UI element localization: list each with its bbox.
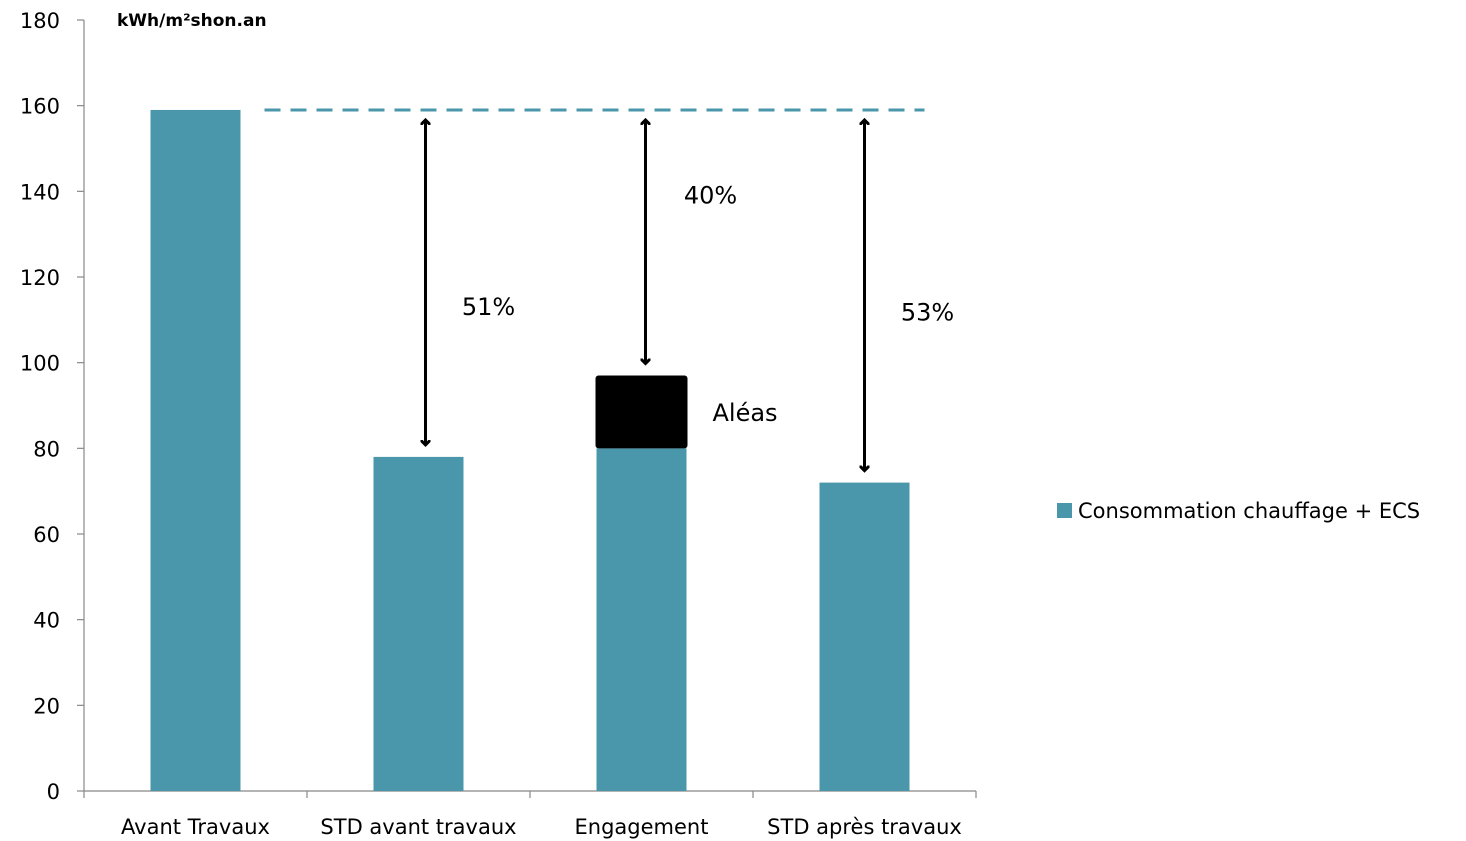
- y-tick-label: 80: [33, 437, 60, 461]
- y-axis-unit-label: kWh/m²shon.an: [117, 11, 267, 31]
- reduction-percent-label: 51%: [462, 293, 515, 321]
- bar: [819, 482, 910, 791]
- reduction-percent-label: 40%: [684, 182, 737, 210]
- y-tick-label: 120: [20, 266, 60, 290]
- y-tick-label: 20: [33, 694, 60, 718]
- bar: [150, 109, 241, 791]
- aleas-segment: [595, 375, 688, 449]
- aleas-label: Aléas: [713, 399, 778, 427]
- legend-entry-label: Consommation chauffage + ECS: [1078, 499, 1420, 523]
- legend-swatch: [1057, 503, 1072, 518]
- x-category-label: Engagement: [575, 815, 709, 839]
- legend: Consommation chauffage + ECS: [1057, 499, 1420, 523]
- y-tick-label: 180: [20, 9, 60, 33]
- y-tick-label: 140: [20, 180, 60, 204]
- x-category-label: STD avant travaux: [320, 815, 516, 839]
- y-tick-label: 100: [20, 352, 60, 376]
- y-tick-label: 40: [33, 609, 60, 633]
- reduction-percent-label: 53%: [901, 299, 954, 327]
- x-axis: [83, 790, 977, 798]
- x-category-label: STD après travaux: [767, 815, 962, 839]
- y-tick-label: 0: [47, 780, 60, 804]
- bar: [596, 448, 687, 791]
- y-tick-label: 60: [33, 523, 60, 547]
- y-tick-label: 160: [20, 95, 60, 119]
- x-category-label: Avant Travaux: [121, 815, 270, 839]
- bar: [373, 456, 464, 791]
- y-axis: 0 20 40 60 80 100 120 140 160 180: [20, 9, 85, 804]
